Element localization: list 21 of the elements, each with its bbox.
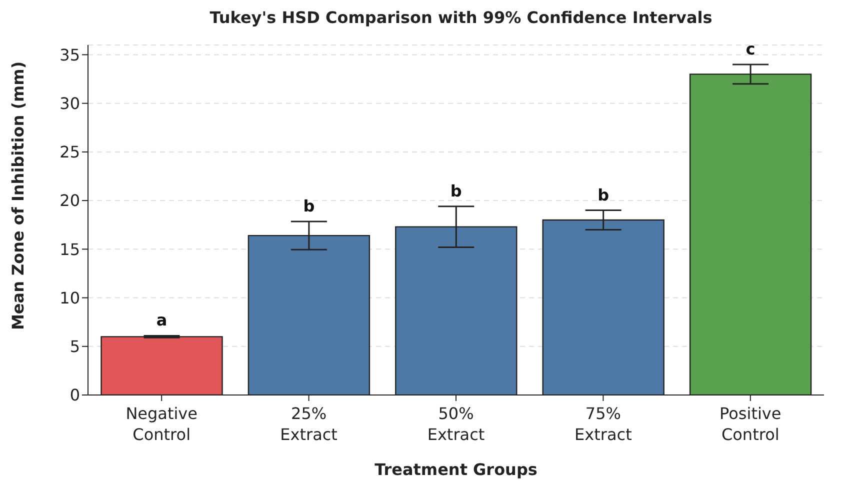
y-tick-label: 0 xyxy=(70,386,80,405)
x-tick-label: Positive Control xyxy=(720,404,782,444)
y-tick-label: 25 xyxy=(60,142,80,162)
y-axis-title: Mean Zone of Inhibition (mm) xyxy=(8,61,28,330)
y-tick-label: 10 xyxy=(60,288,80,308)
x-tick-label: 25% Extract xyxy=(280,404,338,444)
y-tick-label: 15 xyxy=(60,240,80,259)
annotation: a xyxy=(156,310,168,330)
x-axis-title: Treatment Groups xyxy=(374,460,538,479)
y-tick-label: 20 xyxy=(60,191,80,210)
annotation: b xyxy=(450,181,462,200)
x-tick-label: Negative Control xyxy=(126,404,198,444)
y-tick-label: 30 xyxy=(60,94,80,114)
y-tick-label: 5 xyxy=(70,337,80,356)
annotation: c xyxy=(746,39,756,58)
annotation: b xyxy=(598,185,610,204)
y-tick-label: 35 xyxy=(60,45,80,64)
chart-title: Tukey's HSD Comparison with 99% Confidence Intervals xyxy=(208,8,714,27)
x-tick-label: 75% Extract xyxy=(574,404,632,444)
x-tick-label: 50% Extract xyxy=(427,404,485,444)
annotation: b xyxy=(303,196,315,216)
